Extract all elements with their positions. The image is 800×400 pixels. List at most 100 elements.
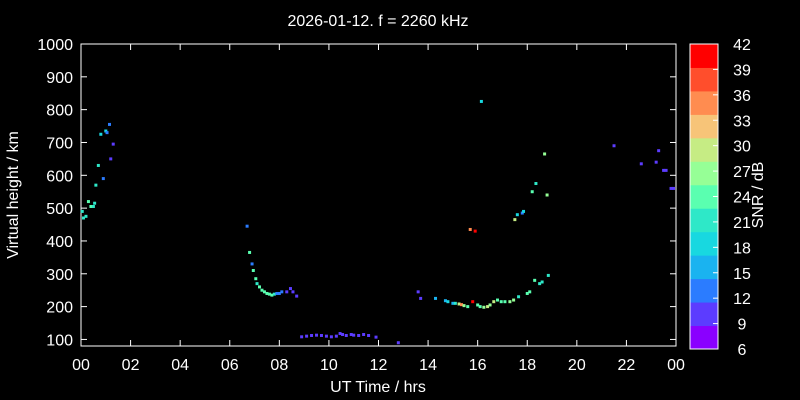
- data-point: [248, 250, 252, 254]
- data-point: [338, 332, 342, 336]
- data-point: [482, 305, 486, 309]
- data-point: [245, 224, 249, 228]
- data-point: [664, 168, 668, 172]
- x-tick-label: 00: [72, 357, 90, 374]
- data-point: [324, 334, 328, 338]
- data-point: [93, 201, 97, 205]
- data-point: [251, 269, 255, 272]
- data-point: [515, 213, 519, 217]
- data-point: [462, 304, 466, 308]
- data-point: [503, 300, 507, 304]
- data-point: [258, 285, 261, 289]
- data-point: [277, 291, 281, 295]
- data-point: [508, 300, 512, 304]
- colorbar-segment: [690, 114, 718, 139]
- data-point: [254, 277, 258, 281]
- colorbar-label: SNR / dB: [750, 162, 767, 229]
- data-point: [453, 301, 457, 305]
- data-point: [522, 209, 526, 213]
- data-point: [349, 333, 353, 337]
- x-tick-label: 18: [518, 357, 536, 374]
- colorbar-tick-label: 21: [733, 215, 751, 232]
- data-point: [367, 333, 371, 337]
- colorbar-tick-label: 36: [733, 88, 751, 105]
- data-point: [334, 334, 338, 338]
- data-point: [84, 214, 88, 218]
- colorbar-tick-label: 33: [733, 113, 751, 130]
- colorbar-segment: [690, 184, 718, 209]
- data-point: [443, 299, 447, 303]
- data-point: [99, 132, 103, 136]
- data-point: [496, 298, 499, 302]
- data-point: [291, 290, 295, 294]
- data-point: [538, 282, 542, 286]
- data-point: [315, 333, 319, 337]
- x-tick-label: 12: [370, 357, 388, 374]
- data-point: [374, 335, 378, 339]
- data-point: [478, 305, 482, 309]
- data-point: [517, 295, 521, 299]
- colorbar-tick-label: 39: [733, 62, 751, 79]
- data-point: [525, 291, 529, 295]
- y-axis: 100 200 300 400 500 600 700 800 900 1000: [37, 37, 676, 349]
- data-point: [488, 303, 492, 307]
- data-point: [319, 333, 323, 337]
- y-axis-label: Virtual height / km: [5, 131, 22, 259]
- colorbar-tick-label: 18: [733, 240, 751, 257]
- colorbar-segment: [690, 255, 718, 280]
- colorbar-tick-label: 6: [738, 342, 747, 359]
- data-point: [310, 333, 314, 337]
- snr-colorbar: 42 39 36 33 30 27 24 21 18 15 12 9 6: [689, 37, 751, 359]
- data-point: [108, 122, 112, 126]
- colorbar-segment: [690, 208, 718, 233]
- data-point: [546, 273, 550, 277]
- data-point: [272, 292, 276, 296]
- x-tick-label: 00: [667, 357, 685, 374]
- data-point: [533, 278, 537, 282]
- data-point: [104, 129, 108, 133]
- data-point: [96, 163, 100, 167]
- data-point: [270, 293, 274, 297]
- data-point: [265, 291, 269, 295]
- colorbar-tick-label: 30: [733, 139, 751, 156]
- data-point: [305, 334, 309, 338]
- y-tick-label: 100: [46, 332, 73, 349]
- x-tick-label: 02: [122, 357, 140, 374]
- y-tick-label: 900: [46, 70, 73, 87]
- data-point: [352, 333, 356, 337]
- data-point: [81, 216, 85, 220]
- data-point: [479, 99, 483, 103]
- x-axis-label: UT Time / hrs: [330, 379, 426, 396]
- data-point: [267, 292, 271, 296]
- data-point: [329, 335, 333, 339]
- data-point: [280, 290, 284, 294]
- data-point: [672, 186, 676, 190]
- data-point: [434, 296, 438, 300]
- data-point: [275, 291, 279, 295]
- colorbar-tick-label: 27: [733, 164, 751, 181]
- data-point: [396, 341, 400, 345]
- data-point: [260, 288, 264, 292]
- colorbar-segment: [690, 90, 718, 115]
- colorbar-tick-label: 9: [738, 317, 747, 334]
- colorbar-tick-label: 24: [733, 190, 751, 207]
- y-tick-label: 1000: [37, 37, 73, 54]
- y-tick-label: 600: [46, 168, 73, 185]
- data-point: [419, 296, 423, 300]
- y-tick-label: 400: [46, 234, 73, 251]
- colorbar-segment: [690, 231, 718, 256]
- chart-title: 2026-01-12. f = 2260 kHz: [287, 13, 468, 30]
- data-point: [451, 301, 455, 305]
- colorbar-segment: [690, 325, 718, 350]
- data-point: [473, 229, 477, 233]
- data-point: [530, 190, 534, 194]
- x-tick-label: 06: [221, 357, 239, 374]
- data-point: [499, 300, 503, 304]
- data-point: [101, 177, 105, 181]
- data-point: [416, 290, 420, 294]
- data-point: [94, 183, 98, 187]
- data-point: [460, 303, 464, 307]
- data-point: [545, 193, 549, 197]
- data-point: [468, 227, 472, 231]
